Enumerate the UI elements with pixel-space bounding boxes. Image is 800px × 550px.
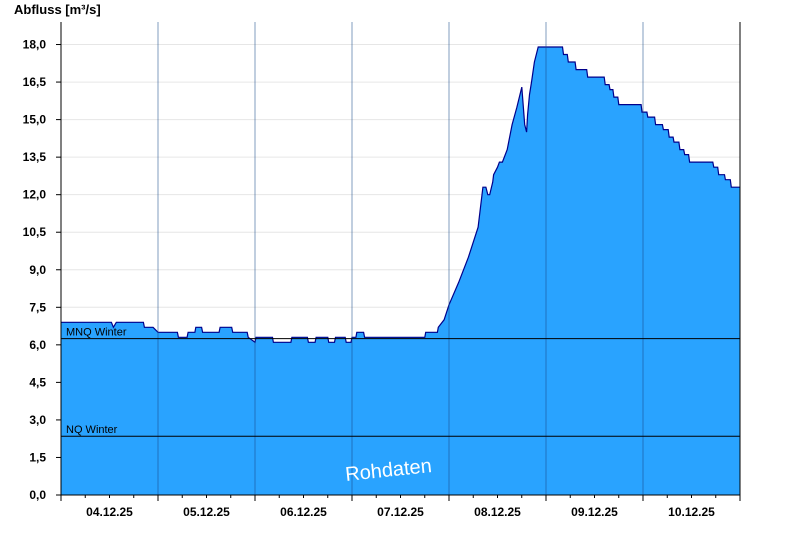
discharge-line (61, 46, 740, 344)
reference-line-label: NQ Winter (66, 424, 118, 436)
day-divider-lines (157, 22, 644, 495)
x-tick-label: 10.12.25 (668, 505, 715, 519)
y-tick-label: 18,0 (23, 38, 47, 52)
x-tick-label: 07.12.25 (377, 505, 424, 519)
y-tick-label: 12,0 (23, 188, 47, 202)
y-tick-label: 15,0 (23, 113, 47, 127)
y-axis-ticks: 0,0 1,5 3,0 4,5 6,0 7,5 9,0 10,5 12,0 13,5 15,0 16,… (23, 38, 61, 502)
y-tick-label: 13,5 (23, 150, 47, 164)
reference-line-label: MNQ Winter (66, 327, 127, 339)
y-tick-label: 9,0 (29, 263, 46, 277)
x-tick-label: 08.12.25 (474, 505, 521, 519)
y-tick-label: 7,5 (29, 300, 46, 314)
y-tick-label: 1,5 (29, 450, 46, 464)
y-tick-label: 16,5 (23, 75, 47, 89)
y-axis-label: Abfluss [m³/s] (14, 2, 101, 17)
x-tick-label: 05.12.25 (183, 505, 230, 519)
x-tick-label: 09.12.25 (571, 505, 618, 519)
y-tick-label: 3,0 (29, 413, 46, 427)
x-tick-label: 06.12.25 (280, 505, 327, 519)
y-tick-label: 4,5 (29, 375, 46, 389)
x-tick-label: 04.12.25 (86, 505, 133, 519)
reference-lines: MNQ Winter NQ Winter (61, 327, 740, 437)
axes (60, 22, 741, 496)
x-axis-ticks: 04.12.25 05.12.25 06.12.25 07.12.25 08.12.25… (60, 495, 741, 519)
y-tick-label: 6,0 (29, 338, 46, 352)
y-tick-label: 10,5 (23, 225, 47, 239)
discharge-area (61, 47, 740, 495)
y-tick-label: 0,0 (29, 488, 46, 502)
